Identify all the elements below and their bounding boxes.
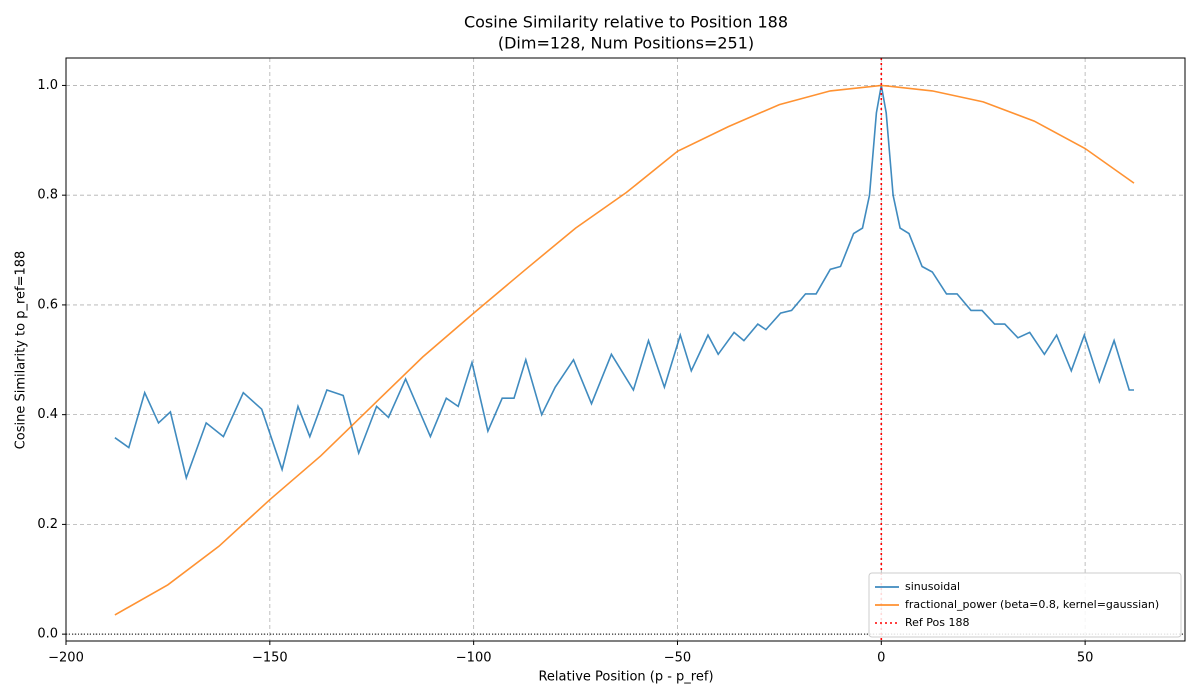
legend-label: sinusoidal bbox=[905, 580, 960, 593]
legend-label: Ref Pos 188 bbox=[905, 616, 969, 629]
y-tick-label: 0.6 bbox=[37, 297, 58, 312]
plot-frame bbox=[65, 57, 1186, 642]
legend: sinusoidal fractional_power (beta=0.8, ke… bbox=[868, 572, 1182, 638]
series-line bbox=[114, 84, 1135, 616]
legend-box bbox=[868, 572, 1182, 638]
y-tick-label: 0.2 bbox=[37, 517, 58, 532]
y-tick-label: 0.8 bbox=[37, 188, 58, 203]
y-axis-label: Cosine Similarity to p_ref=188 bbox=[14, 251, 29, 450]
x-tick-label: 0 bbox=[877, 651, 885, 666]
x-tick-label: −200 bbox=[48, 651, 84, 666]
x-tick-label: −50 bbox=[664, 651, 691, 666]
x-tick-label: 50 bbox=[1077, 651, 1094, 666]
legend-label: fractional_power (beta=0.8, kernel=gauss… bbox=[905, 598, 1159, 611]
y-tick-label: 1.0 bbox=[37, 78, 58, 93]
series-line bbox=[114, 85, 1134, 481]
y-tick-label: 0.0 bbox=[37, 627, 58, 642]
chart-subtitle: (Dim=128, Num Positions=251) bbox=[498, 34, 754, 53]
chart-title: Cosine Similarity relative to Position 1… bbox=[464, 13, 788, 32]
y-tick-label: 0.4 bbox=[37, 407, 58, 422]
x-tick-label: −150 bbox=[252, 651, 288, 666]
x-tick-label: −100 bbox=[456, 651, 492, 666]
x-axis-label: Relative Position (p - p_ref) bbox=[538, 670, 713, 685]
